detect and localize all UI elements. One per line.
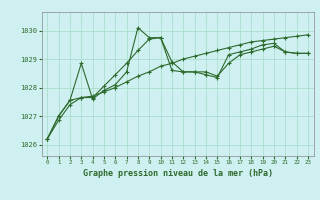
X-axis label: Graphe pression niveau de la mer (hPa): Graphe pression niveau de la mer (hPa) [83,169,273,178]
